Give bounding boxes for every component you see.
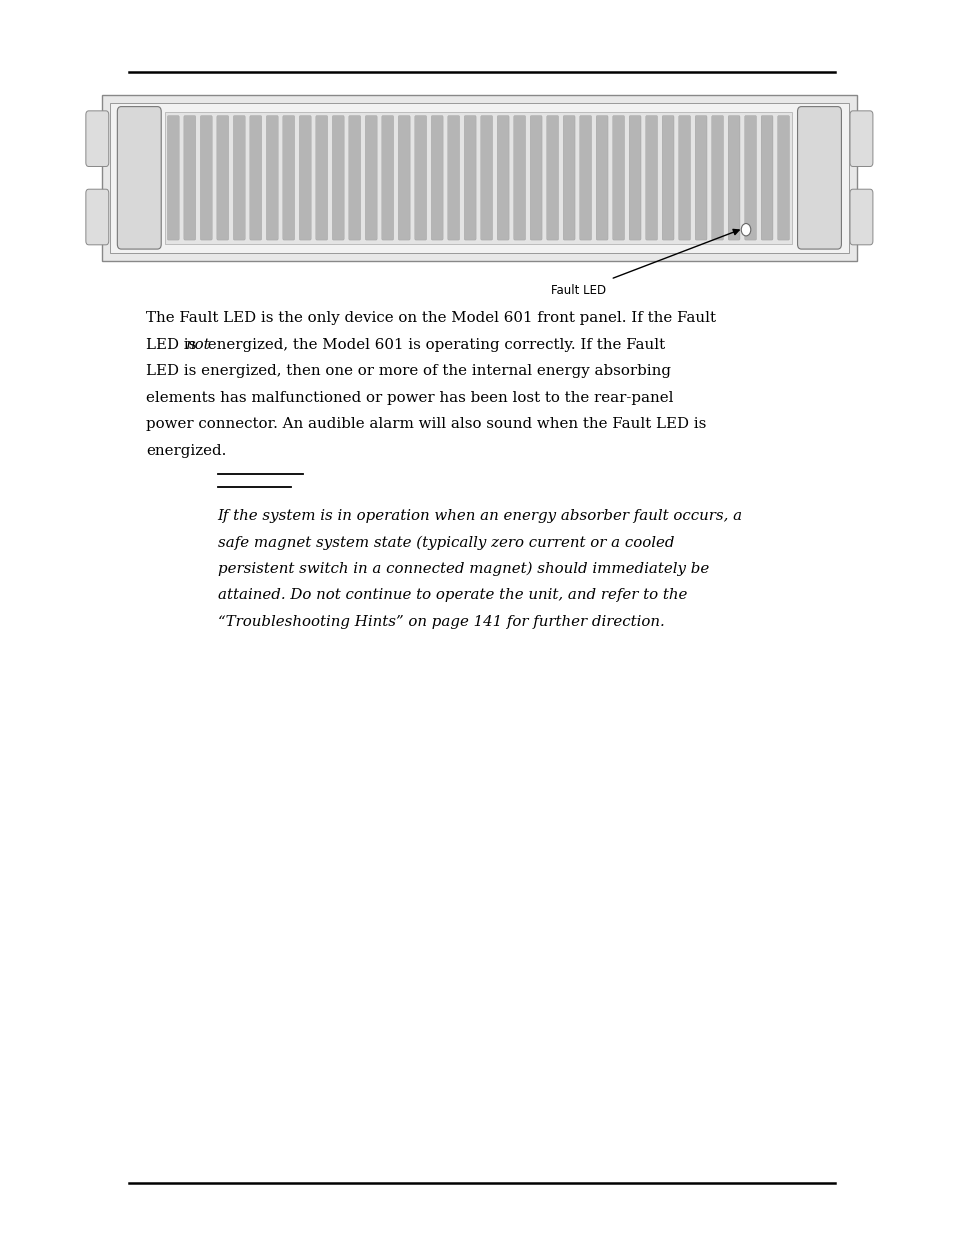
FancyBboxPatch shape — [514, 116, 525, 240]
FancyBboxPatch shape — [849, 189, 872, 245]
FancyBboxPatch shape — [777, 116, 789, 240]
FancyBboxPatch shape — [744, 116, 756, 240]
FancyBboxPatch shape — [332, 116, 344, 240]
FancyBboxPatch shape — [282, 116, 294, 240]
Bar — [110, 103, 848, 253]
FancyBboxPatch shape — [184, 116, 195, 240]
FancyBboxPatch shape — [480, 116, 492, 240]
Text: LED is energized, then one or more of the internal energy absorbing: LED is energized, then one or more of th… — [146, 364, 670, 378]
FancyBboxPatch shape — [349, 116, 360, 240]
FancyBboxPatch shape — [695, 116, 706, 240]
FancyBboxPatch shape — [678, 116, 690, 240]
FancyBboxPatch shape — [167, 116, 179, 240]
FancyBboxPatch shape — [86, 189, 109, 245]
Text: The Fault LED is the only device on the Model 601 front panel. If the Fault: The Fault LED is the only device on the … — [146, 311, 715, 325]
FancyBboxPatch shape — [546, 116, 558, 240]
FancyBboxPatch shape — [299, 116, 311, 240]
FancyBboxPatch shape — [596, 116, 607, 240]
FancyBboxPatch shape — [117, 106, 161, 249]
Text: “Troubleshooting Hints” on page 141 for further direction.: “Troubleshooting Hints” on page 141 for … — [217, 615, 663, 629]
FancyBboxPatch shape — [645, 116, 657, 240]
FancyBboxPatch shape — [415, 116, 426, 240]
Text: Fault LED: Fault LED — [551, 284, 606, 298]
FancyBboxPatch shape — [200, 116, 212, 240]
Bar — [165, 111, 791, 245]
FancyBboxPatch shape — [464, 116, 476, 240]
FancyBboxPatch shape — [530, 116, 541, 240]
FancyBboxPatch shape — [233, 116, 245, 240]
Text: safe magnet system state (typically zero current or a cooled: safe magnet system state (typically zero… — [217, 536, 674, 550]
FancyBboxPatch shape — [431, 116, 442, 240]
FancyBboxPatch shape — [797, 106, 841, 249]
FancyBboxPatch shape — [760, 116, 772, 240]
FancyBboxPatch shape — [727, 116, 740, 240]
FancyBboxPatch shape — [381, 116, 394, 240]
FancyBboxPatch shape — [661, 116, 674, 240]
Text: not: not — [185, 337, 210, 352]
FancyBboxPatch shape — [562, 116, 575, 240]
Text: energized.: energized. — [146, 445, 226, 458]
FancyBboxPatch shape — [250, 116, 261, 240]
FancyBboxPatch shape — [86, 111, 109, 167]
FancyBboxPatch shape — [849, 111, 872, 167]
FancyBboxPatch shape — [398, 116, 410, 240]
Text: power connector. An audible alarm will also sound when the Fault LED is: power connector. An audible alarm will a… — [146, 417, 705, 431]
FancyBboxPatch shape — [579, 116, 591, 240]
Text: If the system is in operation when an energy absorber fault occurs, a: If the system is in operation when an en… — [217, 509, 741, 522]
FancyBboxPatch shape — [365, 116, 376, 240]
FancyBboxPatch shape — [102, 95, 856, 261]
FancyBboxPatch shape — [315, 116, 327, 240]
Circle shape — [740, 224, 750, 236]
FancyBboxPatch shape — [266, 116, 278, 240]
Text: energized, the Model 601 is operating correctly. If the Fault: energized, the Model 601 is operating co… — [203, 337, 664, 352]
FancyBboxPatch shape — [711, 116, 722, 240]
FancyBboxPatch shape — [497, 116, 509, 240]
Text: elements has malfunctioned or power has been lost to the rear-panel: elements has malfunctioned or power has … — [146, 391, 673, 405]
Text: attained. Do not continue to operate the unit, and refer to the: attained. Do not continue to operate the… — [217, 589, 686, 603]
Text: LED is: LED is — [146, 337, 201, 352]
FancyBboxPatch shape — [447, 116, 459, 240]
FancyBboxPatch shape — [216, 116, 229, 240]
FancyBboxPatch shape — [612, 116, 624, 240]
Text: persistent switch in a connected magnet) should immediately be: persistent switch in a connected magnet)… — [217, 562, 708, 577]
FancyBboxPatch shape — [629, 116, 640, 240]
